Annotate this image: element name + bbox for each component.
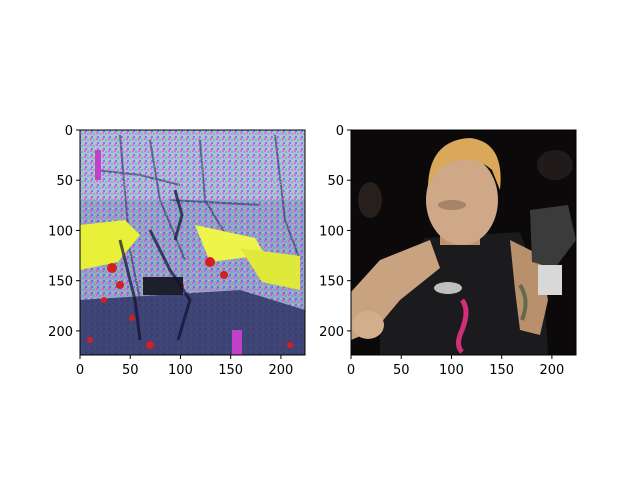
right-y-axis-ticks: 0 50 100 150 200: [319, 124, 351, 340]
right-x-axis-ticks: 0 50 100 150 200: [347, 355, 564, 378]
left-y-axis-ticks: 0 50 100 150 200: [48, 124, 80, 340]
left-x-axis-ticks: 0 50 100 150 200: [76, 355, 293, 378]
left-x-tick-label: 200: [268, 363, 293, 378]
left-x-tick-label: 50: [122, 363, 139, 378]
right-y-tick-label: 100: [319, 224, 344, 239]
left-x-tick-label: 150: [218, 363, 243, 378]
right-image-panel: [351, 130, 576, 355]
right-axes-frame: [350, 129, 577, 356]
left-y-tick-label: 0: [65, 124, 73, 139]
left-image-panel: [80, 130, 305, 355]
left-axes-frame: [79, 129, 306, 356]
left-x-tick-label: 0: [76, 363, 84, 378]
right-x-tick-label: 150: [489, 363, 514, 378]
right-y-tick-label: 50: [327, 174, 344, 189]
right-y-tick-label: 150: [319, 275, 344, 290]
left-x-tick-label: 100: [168, 363, 193, 378]
left-y-tick-label: 200: [48, 325, 73, 340]
right-x-tick-label: 0: [347, 363, 355, 378]
left-y-tick-label: 100: [48, 224, 73, 239]
left-y-tick-label: 50: [56, 174, 73, 189]
right-y-tick-label: 0: [336, 124, 344, 139]
right-x-tick-label: 100: [439, 363, 464, 378]
right-x-tick-label: 200: [539, 363, 564, 378]
left-y-tick-label: 150: [48, 275, 73, 290]
right-y-tick-label: 200: [319, 325, 344, 340]
right-x-tick-label: 50: [393, 363, 410, 378]
